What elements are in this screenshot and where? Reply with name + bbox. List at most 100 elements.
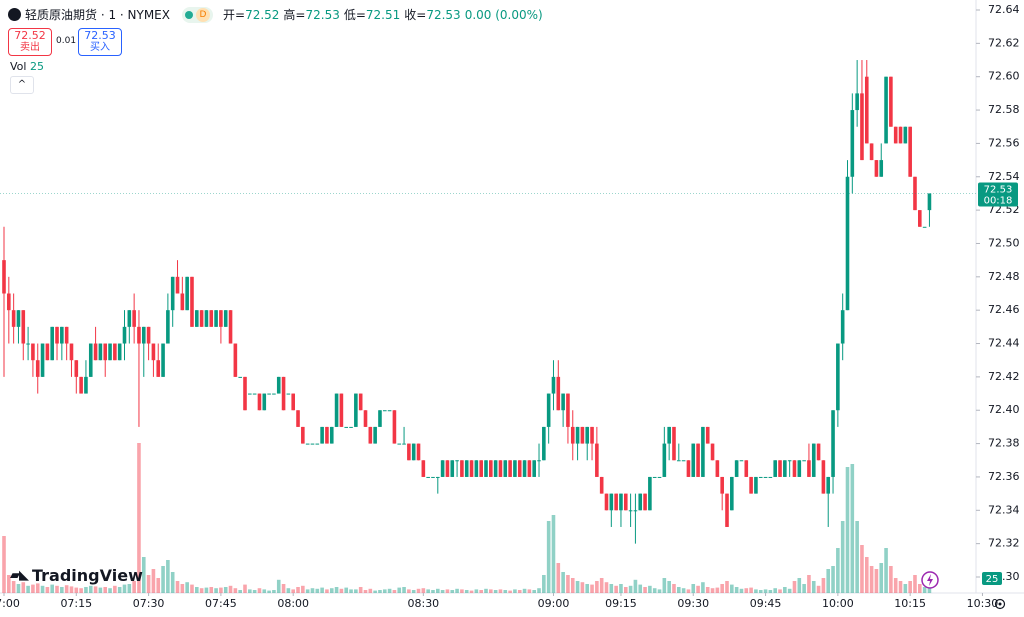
volume-bar [797,578,802,593]
candle-body [831,410,835,477]
volume-bar [291,589,295,593]
candle-body [556,376,561,411]
volume-bar [484,588,488,593]
volume-bar [84,587,88,593]
volume-bar [908,581,912,593]
candle-body [773,460,777,477]
candle-body [7,293,11,311]
volume-bar [402,587,406,593]
volume-bar [98,587,103,593]
candle-body [503,460,508,477]
volume-bar [286,588,291,593]
volume-bar [599,578,604,593]
candle-body [35,360,40,377]
buy-button[interactable]: 72.53 买入 [78,28,122,56]
volume-bar [527,589,532,593]
volume-bar [672,584,676,593]
candle-body [286,393,291,395]
candle-body [484,460,488,477]
volume-bar [474,589,479,593]
candle-body [440,460,445,477]
candle-body [320,426,324,444]
candle-body [339,393,344,427]
y-tick-label: 72.40 [988,403,1020,416]
volume-bar [50,584,54,593]
volume-bar [88,585,93,593]
candle-body [807,460,811,477]
volume-bar [431,590,435,593]
volume-bar [802,584,806,593]
volume-bar [161,566,165,593]
candle-body [696,443,700,477]
volume-bar [416,588,421,593]
y-tick-label: 72.50 [988,236,1020,249]
candle-body [643,493,647,511]
volume-bar [715,587,720,593]
volume-bar [146,575,151,593]
volume-bar [903,584,908,593]
x-tick-label: 09:15 [605,597,637,610]
candle-body [88,343,93,377]
volume-bar [710,588,715,593]
candle-body [445,460,450,477]
candle-body [869,143,874,161]
volume-bar [108,588,112,593]
candle-body [431,476,435,478]
y-tick-label: 72.42 [988,370,1020,383]
volume-bar [305,589,310,593]
volume-bar [686,589,691,593]
x-tick-label: 10:30 [967,597,999,610]
candle-body [527,460,532,477]
candle-body [599,476,604,494]
volume-bar [175,581,180,593]
volume-bar [749,587,753,593]
volume-label: Vol [10,60,27,73]
candle-body [252,393,257,395]
volume-bar [426,589,430,593]
x-tick-label: 10:00 [822,597,854,610]
volume-bar [811,581,816,593]
collapse-button[interactable]: ^ [10,76,34,94]
candle-body [850,110,855,177]
volume-bar [787,588,792,593]
candle-body [156,360,161,377]
candle-body [802,460,806,462]
volume-bar [893,578,898,593]
x-tick-label: 08:00 [277,597,309,610]
volume-bar [768,590,773,593]
volume-bar [460,589,464,593]
volume-bar [272,590,276,593]
price-tag-value: 72.53 [984,184,1013,195]
volume-bar [373,590,377,593]
volume-bar [238,590,242,593]
volume-bar [701,582,705,593]
y-tick-label: 72.44 [988,337,1020,350]
status-pill[interactable]: D [182,6,213,23]
volume-bar [652,588,657,593]
candle-body [763,476,768,478]
symbol-icon [8,8,21,21]
volume-bar [783,587,787,593]
candle-body [301,426,305,444]
volume-bar [7,575,11,593]
candle-body [840,310,845,344]
volume-bar [64,585,69,593]
candle-body [874,160,879,177]
sell-button[interactable]: 72.52 卖出 [8,28,52,56]
volume-bar [450,590,455,593]
candle-body [132,310,136,327]
open-label: 开= [223,8,246,22]
x-tick-label: 08:30 [407,597,439,610]
volume-bar [315,588,320,593]
candle-body [16,310,21,327]
candle-body [45,343,50,361]
volume-bar [831,566,835,593]
volume-bar [542,575,546,593]
symbol-title[interactable]: 轻质原油期货 · 1 · NYMEX [25,8,170,22]
candle-body [238,376,242,378]
volume-bar [503,590,508,593]
candle-body [363,410,368,427]
badge: D [196,7,210,22]
volume-bar [45,587,50,593]
volume-bar [243,584,247,593]
